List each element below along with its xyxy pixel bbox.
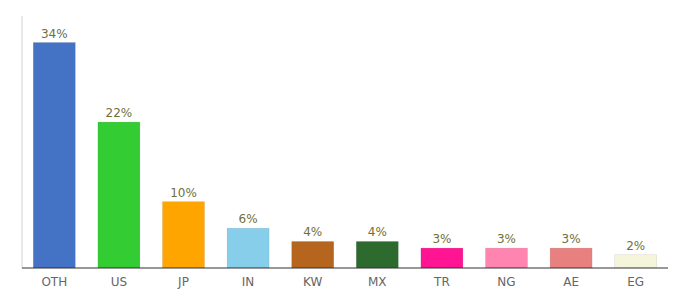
x-tick-label: JP <box>177 275 189 289</box>
bar <box>615 255 657 268</box>
data-label: 34% <box>41 27 68 41</box>
x-tick-label: MX <box>368 275 387 289</box>
x-tick-label: AE <box>563 275 579 289</box>
x-tick-label: EG <box>627 275 644 289</box>
x-axis-line <box>22 267 668 268</box>
x-tick-label: OTH <box>41 275 67 289</box>
data-label: 10% <box>170 186 197 200</box>
data-label: 3% <box>497 232 516 246</box>
y-axis-line <box>22 16 23 268</box>
bar <box>98 122 140 268</box>
data-label: 6% <box>239 212 258 226</box>
chart-container: OTH US JP IN KW MX TR NG AE EG 34% 22% 10% 6% 4% 4% 3% 3%… <box>0 0 680 300</box>
data-label: 2% <box>626 239 645 253</box>
x-tick-label: IN <box>242 275 255 289</box>
data-label: 3% <box>562 232 581 246</box>
bars <box>33 43 656 268</box>
x-tick-label: NG <box>497 275 515 289</box>
bar <box>292 241 334 268</box>
bar <box>227 228 269 268</box>
data-label: 22% <box>106 106 133 120</box>
bar <box>356 241 398 268</box>
chart: OTH US JP IN KW MX TR NG AE EG 34% 22% 10% 6% 4% 4% 3% 3%… <box>0 0 680 300</box>
bar <box>486 248 528 268</box>
bar <box>33 43 75 268</box>
bar <box>421 248 463 268</box>
x-tick-label: TR <box>433 275 450 289</box>
x-tick-label: KW <box>303 275 322 289</box>
data-label: 3% <box>432 232 451 246</box>
data-label: 4% <box>303 225 322 239</box>
x-tick-label: US <box>111 275 127 289</box>
bar <box>550 248 592 268</box>
data-label: 4% <box>368 225 387 239</box>
bar <box>163 202 205 268</box>
